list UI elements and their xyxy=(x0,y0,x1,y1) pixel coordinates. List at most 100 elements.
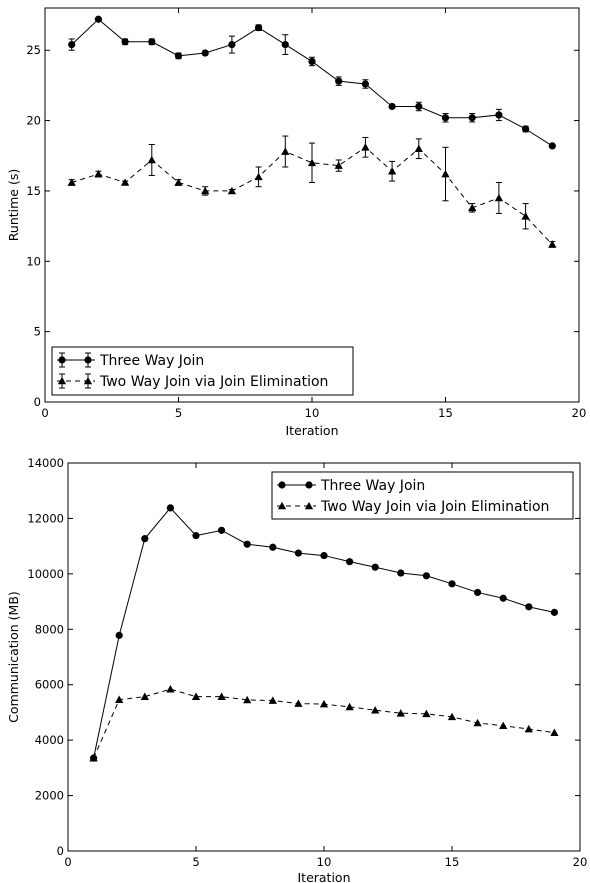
data-point-two-way xyxy=(361,143,370,151)
y-tick-label: 15 xyxy=(26,184,41,198)
x-tick-label: 5 xyxy=(175,406,182,420)
data-point-two-way xyxy=(217,692,226,700)
y-tick-label: 10 xyxy=(26,254,41,268)
data-point-three-way xyxy=(320,551,328,560)
data-point-two-way xyxy=(294,699,303,707)
communication-chart: 0 5 10 15 20 0 2000 4000 6000 8000 10000 12000 14000… xyxy=(6,456,587,883)
data-point-three-way xyxy=(397,569,405,577)
data-point-two-way xyxy=(396,709,405,717)
legend-marker-circle xyxy=(58,356,66,364)
data-point-two-way xyxy=(115,695,124,703)
data-point-three-way xyxy=(474,588,482,597)
y-tick-label: 20 xyxy=(26,114,41,128)
x-tick-label: 10 xyxy=(317,855,332,869)
data-point-two-way xyxy=(387,167,397,175)
legend-marker-triangle xyxy=(57,376,67,385)
data-point-two-way xyxy=(147,155,156,164)
x-tick-label: 10 xyxy=(305,406,320,420)
x-tick-label: 20 xyxy=(572,406,587,420)
data-point-two-way xyxy=(494,193,504,202)
data-point-two-way xyxy=(254,172,263,181)
data-point-two-way xyxy=(468,203,477,212)
y-tick-label: 5 xyxy=(34,325,41,339)
y-tick-label: 6000 xyxy=(35,678,64,692)
data-point-three-way xyxy=(201,49,209,57)
data-point-two-way xyxy=(243,695,252,704)
y-tick-label: 25 xyxy=(26,43,41,57)
data-point-two-way xyxy=(140,692,149,700)
runtime-legend-label-two-way: Two Way Join via Join Elimination xyxy=(99,374,328,390)
data-point-three-way xyxy=(228,40,236,49)
data-point-two-way xyxy=(268,696,277,704)
data-point-three-way xyxy=(361,80,369,88)
data-point-three-way xyxy=(141,535,149,543)
data-point-three-way xyxy=(174,52,183,60)
data-point-three-way xyxy=(308,57,316,66)
data-point-three-way xyxy=(499,594,507,602)
data-point-two-way xyxy=(499,721,508,730)
y-tick-label: 0 xyxy=(34,395,41,409)
data-point-two-way xyxy=(521,212,530,220)
communication-series xyxy=(89,504,559,762)
data-point-two-way xyxy=(166,685,175,693)
y-tick-label: 8000 xyxy=(35,622,64,636)
runtime-axis-ticks: 0 5 10 15 20 0 5 10 15 20 25 xyxy=(26,8,586,420)
data-point-three-way xyxy=(388,102,396,111)
data-point-three-way xyxy=(422,572,430,580)
data-point-two-way xyxy=(307,158,317,167)
data-point-three-way xyxy=(468,114,476,122)
legend-marker-circle xyxy=(305,481,313,489)
runtime-legend: Three Way Join Two Way Join via Join Eli… xyxy=(51,346,354,396)
y-tick-label: 14000 xyxy=(27,456,64,470)
data-point-two-way xyxy=(441,169,450,178)
data-point-three-way xyxy=(525,603,533,611)
runtime-plot-area xyxy=(44,7,580,403)
data-point-three-way xyxy=(121,38,129,46)
data-point-two-way xyxy=(345,702,354,711)
x-tick-label: 20 xyxy=(573,855,588,869)
data-point-three-way xyxy=(243,540,251,548)
communication-legend-label-two-way: Two Way Join via Join Elimination xyxy=(320,499,549,515)
legend-marker-triangle xyxy=(277,501,287,510)
data-point-three-way xyxy=(94,15,102,23)
runtime-x-axis-label: Iteration xyxy=(285,423,338,438)
data-point-three-way xyxy=(192,532,200,540)
data-point-three-way xyxy=(115,631,123,639)
data-point-three-way xyxy=(550,608,559,616)
data-point-two-way xyxy=(94,169,103,178)
legend-marker-circle xyxy=(84,356,92,364)
legend-marker-triangle xyxy=(304,501,314,510)
data-point-three-way xyxy=(335,77,343,85)
data-point-two-way xyxy=(473,718,482,727)
data-point-two-way xyxy=(227,186,237,195)
data-point-two-way xyxy=(550,728,559,736)
x-tick-label: 15 xyxy=(445,855,460,869)
data-point-two-way xyxy=(191,692,201,700)
data-point-three-way xyxy=(68,40,76,49)
data-point-three-way xyxy=(148,38,156,46)
runtime-legend-label-three-way: Three Way Join xyxy=(99,353,204,369)
data-point-three-way xyxy=(495,111,503,119)
data-point-three-way xyxy=(218,526,226,534)
data-point-two-way xyxy=(371,706,380,714)
legend-marker-triangle xyxy=(83,376,93,385)
x-tick-label: 0 xyxy=(41,406,48,420)
x-tick-label: 5 xyxy=(192,855,199,869)
data-point-three-way xyxy=(415,102,423,111)
data-point-two-way xyxy=(281,147,290,155)
y-tick-label: 4000 xyxy=(35,733,64,747)
communication-legend-box xyxy=(271,471,574,520)
data-point-two-way xyxy=(174,178,183,186)
data-point-three-way xyxy=(166,504,174,512)
communication-legend: Three Way Join Two Way Join via Join Eli… xyxy=(271,471,574,520)
data-point-two-way xyxy=(334,161,343,169)
y-tick-label: 0 xyxy=(57,844,64,858)
runtime-y-axis-label: Runtime (s) xyxy=(6,169,21,241)
data-point-three-way xyxy=(448,580,456,588)
data-point-two-way xyxy=(447,712,457,721)
y-tick-label: 12000 xyxy=(27,511,64,525)
data-point-two-way xyxy=(319,699,329,708)
data-point-two-way xyxy=(414,144,423,153)
communication-y-axis-label: Communication (MB) xyxy=(6,591,21,723)
